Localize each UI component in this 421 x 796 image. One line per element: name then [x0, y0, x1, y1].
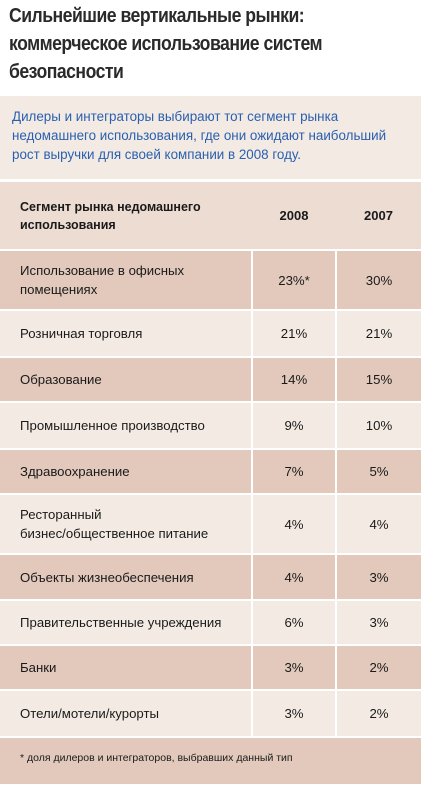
segment-line: Здравоохранение [20, 464, 130, 479]
table-row: Отели/мотели/курорты 3% 2% [0, 689, 421, 736]
value-2008: 9% [251, 401, 336, 449]
value-2007: 3% [335, 599, 421, 645]
intro-text: Дилеры и интеграторы выбирают тот сегмен… [0, 96, 421, 182]
segment-cell: Промышленное производство [0, 401, 252, 449]
segment-line: Отели/мотели/курорты [20, 706, 159, 721]
value-2007: 21% [335, 309, 421, 357]
market-table: Сегмент рынка недомашнего использования … [0, 182, 421, 736]
value-2008: 3% [251, 689, 336, 736]
intro-line: Дилеры и интеграторы выбирают тот сегмен… [12, 109, 339, 124]
value-2007: 15% [335, 356, 421, 402]
segment-line: бизнес/общественное питание [20, 526, 209, 541]
segment-line: Промышленное производство [20, 418, 205, 433]
segment-cell: Образование [0, 356, 252, 402]
header-2008: 2008 [252, 182, 336, 250]
segment-line: Ресторанный [20, 507, 102, 522]
value-2007: 3% [335, 553, 421, 600]
segment-cell: Здравоохранение [0, 448, 252, 494]
value-2008: 23%* [251, 249, 336, 310]
segment-cell: Банки [0, 644, 252, 690]
table-row: Розничная торговля 21% 21% [0, 309, 421, 357]
segment-cell: Правительственные учреждения [0, 599, 252, 645]
intro-line: рост выручки для своей компании в 2008 г… [12, 147, 301, 162]
table-row: Использование в офисных помещениях 23%* 30% [0, 249, 421, 310]
table-row: Ресторанный бизнес/общественное питание 4%… [0, 493, 421, 554]
footnote: * доля дилеров и интеграторов, выбравших… [0, 736, 421, 784]
header-segment: Сегмент рынка недомашнего использования [0, 182, 252, 250]
segment-line: Банки [20, 660, 57, 675]
value-2008: 21% [251, 309, 336, 357]
value-2008: 7% [251, 448, 336, 494]
value-2008: 3% [251, 644, 336, 690]
value-2007: 4% [335, 493, 421, 554]
table-row: Правительственные учреждения 6% 3% [0, 599, 421, 645]
segment-cell: Ресторанный бизнес/общественное питание [0, 493, 252, 554]
intro-line: недомашнего использования, где они ожида… [12, 128, 387, 143]
value-2007: 10% [335, 401, 421, 449]
value-2008: 14% [251, 356, 336, 402]
table-row: Промышленное производство 9% 10% [0, 401, 421, 449]
segment-line: Объекты жизнеобеспечения [20, 569, 194, 585]
title-line: Сильнейшие вертикальные рынки: [9, 4, 305, 27]
segment-cell: Отели/мотели/курорты [0, 689, 252, 736]
header-segment-line: Сегмент рынка недомашнего [20, 199, 201, 214]
segment-line: Розничная торговля [20, 326, 143, 341]
title-line: безопасности [9, 60, 124, 83]
table-header-row: Сегмент рынка недомашнего использования … [0, 182, 421, 250]
segment-line: Использование в офисных [20, 263, 185, 278]
table-row: Объекты жизнеобеспечения 4% 3% [0, 553, 421, 600]
value-2008: 4% [251, 493, 336, 554]
segment-cell: Объекты жизнеобеспечения [0, 553, 252, 600]
value-2007: 30% [335, 249, 421, 310]
segment-cell: Использование в офисных помещениях [0, 249, 252, 310]
page-title: Сильнейшие вертикальные рынки: коммерчес… [9, 2, 413, 86]
title-line: коммерческое использование систем [9, 32, 323, 55]
header-2007: 2007 [336, 182, 421, 250]
segment-line: помещениях [20, 282, 98, 297]
value-2008: 4% [251, 553, 336, 600]
value-2008: 6% [251, 599, 336, 645]
table-row: Образование 14% 15% [0, 356, 421, 402]
segment-line: Образование [20, 372, 102, 387]
value-2007: 2% [335, 644, 421, 690]
table-row: Банки 3% 2% [0, 644, 421, 690]
value-2007: 5% [335, 448, 421, 494]
segment-cell: Розничная торговля [0, 309, 252, 357]
table-row: Здравоохранение 7% 5% [0, 448, 421, 494]
segment-line: Правительственные учреждения [20, 615, 222, 630]
header-segment-line: использования [20, 217, 116, 232]
value-2007: 2% [335, 689, 421, 736]
table-panel: Дилеры и интеграторы выбирают тот сегмен… [0, 96, 421, 796]
